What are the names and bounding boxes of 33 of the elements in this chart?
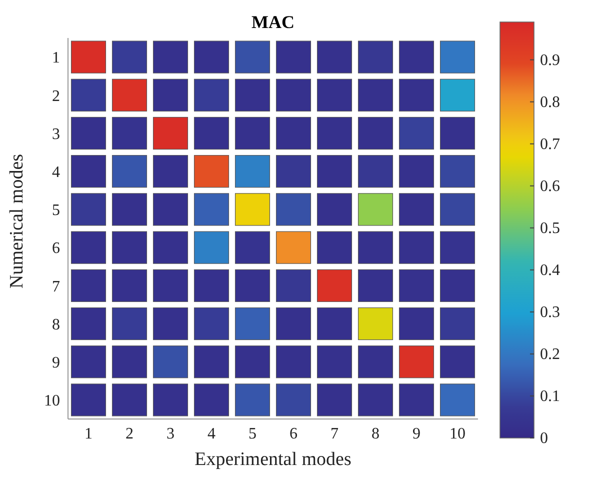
y-tick-label: 7 bbox=[52, 278, 60, 296]
color-bar-label: 0.9 bbox=[540, 52, 560, 69]
color-bar-label: 0 bbox=[540, 430, 548, 447]
x-tick-label: 1 bbox=[84, 425, 92, 442]
x-tick-label: 3 bbox=[166, 425, 174, 442]
y-tick-label: 3 bbox=[52, 126, 60, 143]
color-bar-label: 0.2 bbox=[540, 346, 560, 363]
x-tick-label: 4 bbox=[208, 425, 216, 442]
y-tick-label: 2 bbox=[52, 88, 60, 105]
y-tick-label: 4 bbox=[52, 164, 60, 182]
x-tick-label: 8 bbox=[372, 425, 380, 442]
y-axis-title: Numerical modes bbox=[6, 154, 28, 288]
chart-title: MAC bbox=[252, 12, 294, 32]
color-bar-label: 0.7 bbox=[540, 136, 560, 153]
color-bar-label: 0.8 bbox=[540, 94, 560, 111]
y-tick-label: 1 bbox=[52, 50, 60, 67]
color-bar-label: 0.5 bbox=[540, 220, 560, 237]
x-tick-label: 7 bbox=[330, 425, 338, 442]
color-bar-label: 0.4 bbox=[540, 262, 560, 279]
color-bar-label: 0.3 bbox=[540, 304, 560, 321]
x-tick-label: 9 bbox=[412, 425, 420, 442]
x-tick-label: 2 bbox=[126, 425, 134, 442]
y-tick-label: 6 bbox=[52, 240, 60, 258]
y-tick-label: 10 bbox=[44, 392, 60, 410]
y-tick-label: 5 bbox=[52, 202, 60, 220]
color-bar-label: 0.1 bbox=[540, 388, 560, 405]
y-tick-label: 8 bbox=[52, 316, 60, 334]
y-tick-label: 9 bbox=[52, 354, 60, 372]
x-tick-label: 6 bbox=[290, 425, 298, 442]
x-axis-title: Experimental modes bbox=[194, 449, 352, 470]
x-tick-label: 5 bbox=[248, 425, 256, 442]
color-bar-label: 0.6 bbox=[540, 178, 560, 195]
x-tick-label: 10 bbox=[450, 425, 466, 442]
